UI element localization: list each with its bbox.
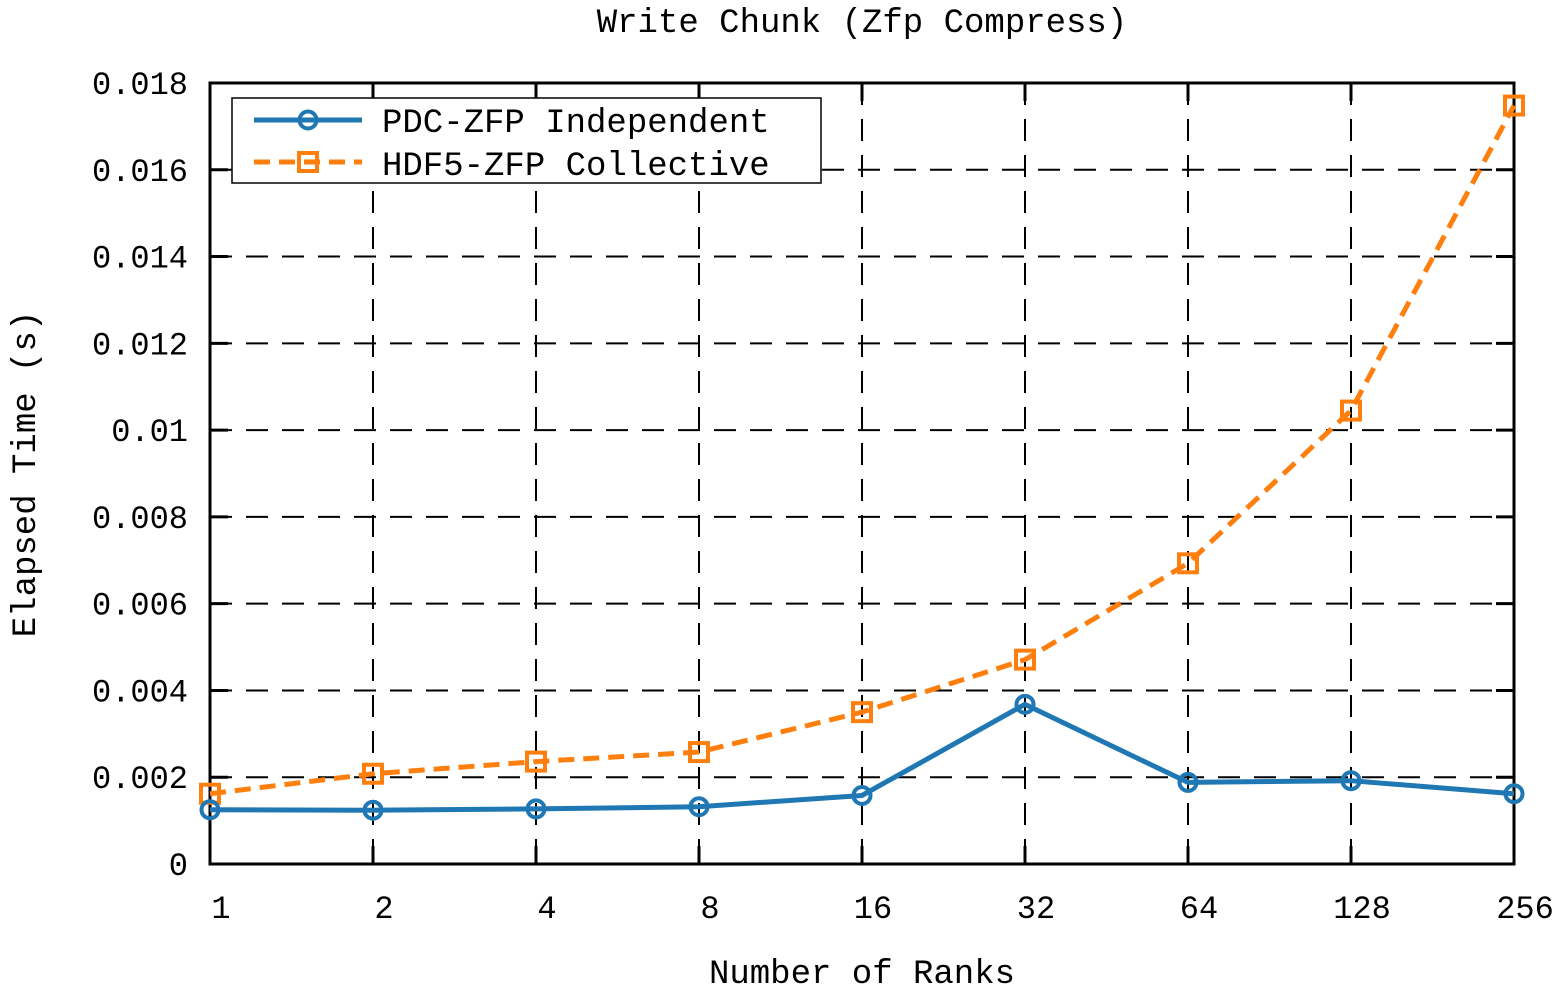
legend: PDC-ZFP Independent HDF5-ZFP Collective xyxy=(231,97,822,186)
data-point xyxy=(1177,552,1199,575)
series-line xyxy=(209,104,1517,797)
y-tick-label: 0.016 xyxy=(92,154,188,191)
x-tick-label: 4 xyxy=(537,891,556,928)
data-point xyxy=(1014,693,1036,715)
data-point xyxy=(851,784,873,806)
data-point xyxy=(1177,771,1199,793)
y-tick-label: 0.01 xyxy=(111,414,188,451)
x-tick-label: 256 xyxy=(1496,891,1554,928)
x-tick-label: 8 xyxy=(700,891,719,928)
x-tick-label: 16 xyxy=(854,891,892,928)
x-tick-label: 2 xyxy=(374,891,393,928)
x-tick-label: 128 xyxy=(1333,891,1391,928)
series-0 xyxy=(199,693,1525,821)
y-tick-label: 0.006 xyxy=(92,588,188,625)
x-tick-label: 64 xyxy=(1180,891,1218,928)
legend-label-hdf5: HDF5-ZFP Collective xyxy=(382,148,770,186)
y-tick-label: 0.018 xyxy=(92,67,188,104)
data-point xyxy=(1340,770,1362,792)
x-axis-label: Number of Ranks xyxy=(709,956,1015,988)
data-point xyxy=(525,798,547,820)
legend-marker-hdf5 xyxy=(297,151,319,173)
y-tick-label: 0.014 xyxy=(92,241,188,278)
x-tick-label: 32 xyxy=(1017,891,1055,928)
data-point xyxy=(362,799,384,821)
y-tick-label: 0.002 xyxy=(92,761,188,798)
data-point xyxy=(688,741,710,764)
legend-label-pdc: PDC-ZFP Independent xyxy=(382,105,770,143)
y-axis-label: Elapsed Time (s) xyxy=(8,311,46,637)
y-tick-label: 0.012 xyxy=(92,327,188,364)
legend-box xyxy=(231,97,822,184)
data-point xyxy=(1503,94,1525,117)
data-point xyxy=(851,701,873,724)
y-tick-label: 0.008 xyxy=(92,501,188,538)
y-tick-label: 0.004 xyxy=(92,674,188,711)
chart-title: Write Chunk (Zfp Compress) xyxy=(597,5,1128,43)
grid xyxy=(210,83,1514,864)
data-point xyxy=(1340,399,1362,422)
data-point xyxy=(199,799,221,821)
data-point xyxy=(688,796,710,818)
y-tick-labels: 0 0.002 0.004 0.006 0.008 0.01 0.012 0.014 0.016… xyxy=(92,67,188,885)
series-1 xyxy=(199,94,1525,805)
series-layer xyxy=(199,94,1525,821)
plot-frame xyxy=(208,81,1516,866)
data-point xyxy=(1503,783,1525,805)
data-point xyxy=(525,750,547,773)
series-line xyxy=(209,701,1515,813)
data-point xyxy=(362,762,384,785)
x-tick-labels: 1 2 4 8 16 32 64 128 256 xyxy=(211,891,1553,928)
y-tick-label: 0 xyxy=(169,848,188,885)
x-tick-label: 1 xyxy=(211,891,230,928)
legend-marker-pdc xyxy=(297,109,319,131)
data-point xyxy=(1014,648,1036,671)
